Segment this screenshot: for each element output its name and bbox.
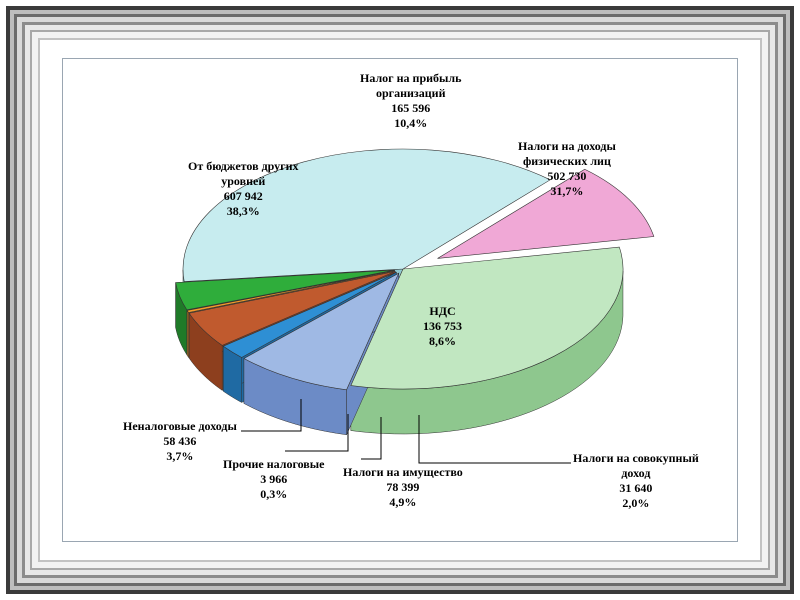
label-title: Налог на прибыль [360,71,461,86]
outer-frame: Налог на прибыльорганизаций165 59610,4%Н… [0,0,800,600]
chart-panel: Налог на прибыльорганизаций165 59610,4%Н… [62,58,738,542]
label-other_budgets: От бюджетов другихуровней607 94238,3% [188,159,299,219]
label-title: НДС [423,304,462,319]
label-other_tax: Прочие налоговые3 9660,3% [223,457,324,502]
label-profit_tax: Налог на прибыльорганизаций165 59610,4% [360,71,461,131]
label-non_tax: Неналоговые доходы58 4363,7% [123,419,237,464]
label-title: От бюджетов других [188,159,299,174]
label-title: Прочие налоговые [223,457,324,472]
label-title: Налоги на совокупный [573,451,699,466]
label-total_income_tax: Налоги на совокупныйдоход31 6402,0% [573,451,699,511]
label-title: Налоги на доходы [518,139,616,154]
label-title: Налоги на имущество [343,465,463,480]
label-property_tax: Налоги на имущество78 3994,9% [343,465,463,510]
label-vat: НДС136 7538,6% [423,304,462,349]
label-title: Неналоговые доходы [123,419,237,434]
label-income_tax: Налоги на доходыфизических лиц502 73031,… [518,139,616,199]
